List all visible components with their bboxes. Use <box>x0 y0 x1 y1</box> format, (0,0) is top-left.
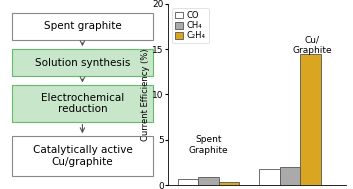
Text: Spent graphite: Spent graphite <box>43 22 121 31</box>
Legend: CO, CH₄, C₂H₄: CO, CH₄, C₂H₄ <box>172 8 209 43</box>
Text: Solution synthesis: Solution synthesis <box>35 58 130 68</box>
FancyBboxPatch shape <box>12 49 153 76</box>
Y-axis label: Current Efficiency (%): Current Efficiency (%) <box>140 48 150 141</box>
FancyBboxPatch shape <box>12 136 153 176</box>
FancyBboxPatch shape <box>12 85 153 122</box>
Bar <box>280 167 300 185</box>
Text: Catalytically active
Cu/graphite: Catalytically active Cu/graphite <box>32 145 132 167</box>
Bar <box>198 177 219 185</box>
Bar <box>219 183 239 185</box>
Text: Electrochemical
reduction: Electrochemical reduction <box>41 93 124 114</box>
Text: Cu/
Graphite: Cu/ Graphite <box>293 36 332 55</box>
Bar <box>178 179 198 185</box>
FancyBboxPatch shape <box>12 13 153 40</box>
Text: Spent
Graphite: Spent Graphite <box>189 135 228 155</box>
Bar <box>259 169 280 185</box>
Bar <box>300 54 321 185</box>
